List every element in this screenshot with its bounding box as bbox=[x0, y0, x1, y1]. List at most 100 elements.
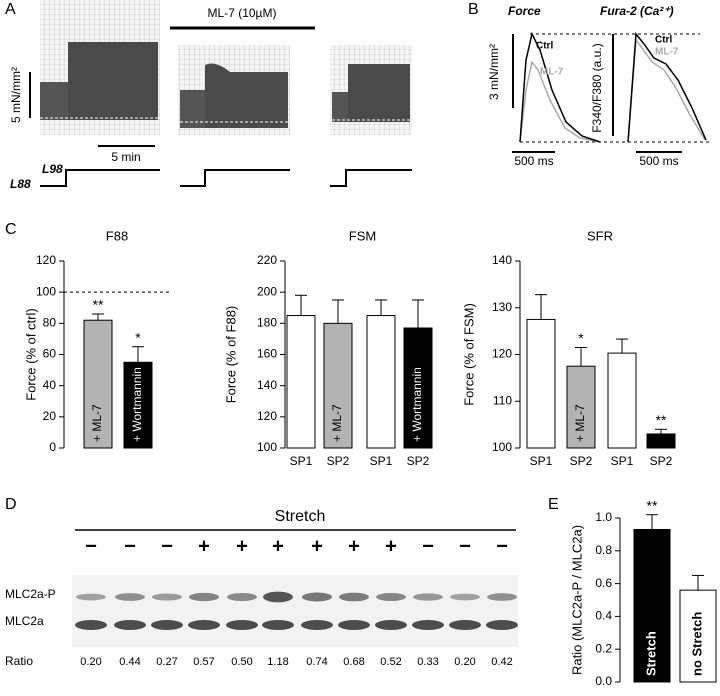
trace-title: Fura-2 (Ca²⁺) bbox=[600, 4, 674, 18]
y-tick-label: 80 bbox=[43, 316, 57, 330]
trace-title: Force bbox=[508, 4, 541, 18]
x-tick-label: SP2 bbox=[327, 454, 350, 468]
legend-ml7: ML-7 bbox=[540, 67, 564, 78]
bar bbox=[366, 315, 396, 449]
lane-sign: + bbox=[385, 535, 397, 557]
band-total bbox=[449, 620, 481, 630]
blot-background bbox=[72, 575, 518, 647]
lane-sign: − bbox=[422, 535, 434, 557]
ratio-value: 0.74 bbox=[306, 656, 327, 668]
y-tick-label: 0.2 bbox=[595, 641, 612, 655]
lane-sign: + bbox=[272, 535, 284, 557]
lane-sign: − bbox=[161, 535, 173, 557]
bar-label: + Wortmannin bbox=[130, 367, 144, 442]
y-tick-label: 130 bbox=[492, 300, 512, 314]
band-total bbox=[226, 620, 258, 630]
y-tick-label: 120 bbox=[36, 253, 56, 267]
band-total bbox=[338, 620, 370, 630]
y-tick-label: 1.0 bbox=[595, 510, 612, 524]
band-phospho bbox=[227, 593, 257, 601]
length-label: L98 bbox=[42, 162, 63, 176]
y-tick-label: 0 bbox=[49, 440, 56, 454]
time-scale: 5 min bbox=[111, 150, 140, 164]
panel-letter: A bbox=[5, 1, 16, 18]
legend-ml7: ML-7 bbox=[655, 47, 679, 58]
row-label: MLC2a-P bbox=[5, 587, 56, 601]
bar bbox=[286, 315, 316, 449]
ml7-trace bbox=[627, 37, 706, 143]
y-tick-label: 120 bbox=[257, 409, 277, 423]
y-tick-label: 0.8 bbox=[595, 543, 612, 557]
y-tick-label: 140 bbox=[492, 253, 512, 267]
band-total bbox=[375, 620, 407, 630]
chart-title: FSM bbox=[349, 228, 376, 243]
band-phospho bbox=[376, 592, 406, 602]
y-tick-label: 40 bbox=[43, 378, 57, 392]
bar-label: Stretch bbox=[643, 631, 658, 676]
bar bbox=[633, 528, 671, 683]
lane-sign: − bbox=[124, 535, 136, 557]
bar-label: + ML-7 bbox=[330, 404, 344, 442]
bar bbox=[566, 365, 596, 449]
bar bbox=[646, 433, 676, 449]
band-phospho bbox=[302, 592, 332, 602]
panel-letter: E bbox=[548, 496, 559, 513]
significance: * bbox=[578, 330, 584, 346]
reference-lines bbox=[520, 33, 712, 143]
ratio-value: 1.18 bbox=[267, 656, 288, 668]
y-tick-label: 100 bbox=[492, 440, 512, 454]
length-protocol bbox=[40, 169, 412, 187]
y-tick-label: 60 bbox=[43, 347, 57, 361]
band-total bbox=[262, 620, 294, 630]
y-axis-label: Ratio (MLC2a-P / MLC2a) bbox=[569, 525, 584, 675]
y-axis-label: Force (% of F88) bbox=[223, 306, 238, 404]
y-tick-label: 100 bbox=[36, 284, 56, 298]
x-tick-label: SP2 bbox=[570, 454, 593, 468]
bar bbox=[123, 361, 153, 449]
y-axis-label: Force (% of ctrl) bbox=[23, 308, 38, 400]
band-total bbox=[301, 620, 333, 630]
fura-axis: F340/F380 (a.u.) bbox=[590, 43, 604, 132]
band-phospho bbox=[115, 593, 145, 601]
significance: * bbox=[135, 329, 141, 345]
band-phospho bbox=[450, 593, 480, 601]
y-tick-label: 200 bbox=[257, 284, 277, 298]
bar bbox=[323, 322, 353, 449]
bar bbox=[526, 318, 556, 449]
bar bbox=[403, 327, 433, 449]
legend-ctrl: Ctrl bbox=[655, 35, 672, 46]
significance: ** bbox=[93, 297, 104, 313]
time-scale: 500 ms bbox=[639, 154, 678, 168]
y-tick-label: 110 bbox=[493, 393, 512, 407]
band-total bbox=[486, 620, 518, 630]
panel-letter: B bbox=[468, 1, 479, 18]
ratio-value: 0.20 bbox=[80, 656, 101, 668]
band-total bbox=[75, 620, 107, 630]
band-total bbox=[188, 620, 220, 630]
panel-letter: D bbox=[5, 496, 17, 513]
ctrl-trace bbox=[627, 32, 707, 143]
ratio-value: 0.68 bbox=[343, 656, 364, 668]
bar bbox=[679, 589, 717, 683]
y-tick-label: 0.4 bbox=[595, 609, 612, 623]
ratio-value: 0.20 bbox=[454, 656, 475, 668]
y-tick-label: 0.0 bbox=[595, 674, 612, 688]
band-phospho bbox=[487, 593, 517, 601]
y-tick-label: 0.6 bbox=[595, 576, 612, 590]
drug-label: ML-7 (10µM) bbox=[208, 6, 277, 20]
y-tick-label: 220 bbox=[257, 253, 277, 267]
x-tick-label: SP1 bbox=[370, 454, 393, 468]
band-phospho bbox=[413, 593, 443, 601]
band-phospho bbox=[189, 592, 219, 602]
ratio-value: 0.27 bbox=[156, 656, 177, 668]
significance: ** bbox=[656, 412, 667, 428]
bar-label: no Stretch bbox=[689, 612, 704, 676]
y-tick-label: 20 bbox=[43, 409, 57, 423]
ratio-value: 0.50 bbox=[231, 656, 252, 668]
chart-title: SFR bbox=[587, 228, 613, 243]
force-scale: 3 mN/mm² bbox=[487, 44, 501, 100]
ctrl-trace bbox=[519, 31, 601, 143]
lane-sign: + bbox=[348, 535, 360, 557]
chart-title: F88 bbox=[106, 228, 128, 243]
y-tick-label: 120 bbox=[492, 347, 512, 361]
